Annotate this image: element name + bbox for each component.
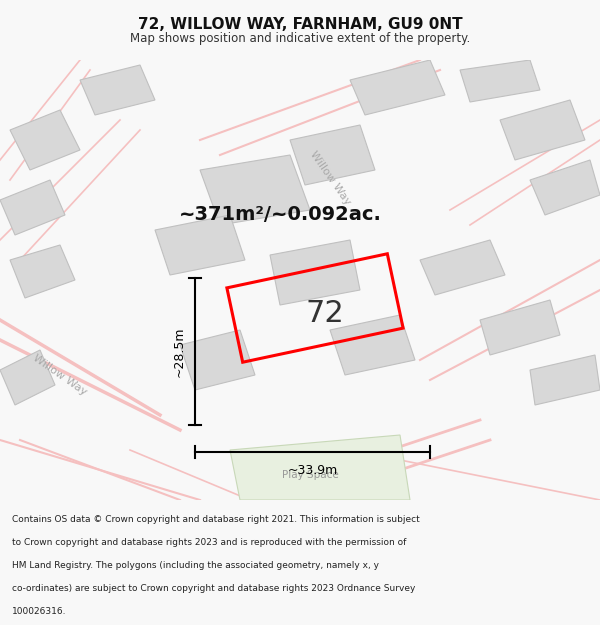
Text: Willow Way: Willow Way bbox=[308, 149, 352, 207]
Polygon shape bbox=[155, 215, 245, 275]
Text: ~371m²/~0.092ac.: ~371m²/~0.092ac. bbox=[179, 206, 382, 224]
Text: Willow Way: Willow Way bbox=[31, 352, 89, 398]
Polygon shape bbox=[230, 435, 410, 500]
Polygon shape bbox=[500, 100, 585, 160]
Polygon shape bbox=[480, 300, 560, 355]
Polygon shape bbox=[270, 240, 360, 305]
Polygon shape bbox=[460, 60, 540, 102]
Text: 72: 72 bbox=[305, 299, 344, 328]
Text: 100026316.: 100026316. bbox=[12, 608, 67, 616]
Polygon shape bbox=[10, 110, 80, 170]
Polygon shape bbox=[0, 180, 65, 235]
Polygon shape bbox=[350, 60, 445, 115]
Text: co-ordinates) are subject to Crown copyright and database rights 2023 Ordnance S: co-ordinates) are subject to Crown copyr… bbox=[12, 584, 415, 593]
Polygon shape bbox=[290, 125, 375, 185]
Polygon shape bbox=[80, 65, 155, 115]
Polygon shape bbox=[530, 160, 600, 215]
Polygon shape bbox=[0, 350, 55, 405]
Polygon shape bbox=[420, 240, 505, 295]
Polygon shape bbox=[330, 315, 415, 375]
Text: 72, WILLOW WAY, FARNHAM, GU9 0NT: 72, WILLOW WAY, FARNHAM, GU9 0NT bbox=[137, 17, 463, 32]
Text: HM Land Registry. The polygons (including the associated geometry, namely x, y: HM Land Registry. The polygons (includin… bbox=[12, 561, 379, 570]
Text: Play Space: Play Space bbox=[281, 470, 338, 480]
Text: Contains OS data © Crown copyright and database right 2021. This information is : Contains OS data © Crown copyright and d… bbox=[12, 515, 419, 524]
Polygon shape bbox=[530, 355, 600, 405]
Polygon shape bbox=[200, 155, 310, 225]
Text: Map shows position and indicative extent of the property.: Map shows position and indicative extent… bbox=[130, 32, 470, 45]
Text: ~28.5m: ~28.5m bbox=[173, 326, 185, 377]
Polygon shape bbox=[10, 245, 75, 298]
Text: ~33.9m: ~33.9m bbox=[287, 464, 338, 476]
Text: to Crown copyright and database rights 2023 and is reproduced with the permissio: to Crown copyright and database rights 2… bbox=[12, 538, 406, 547]
Polygon shape bbox=[180, 330, 255, 390]
